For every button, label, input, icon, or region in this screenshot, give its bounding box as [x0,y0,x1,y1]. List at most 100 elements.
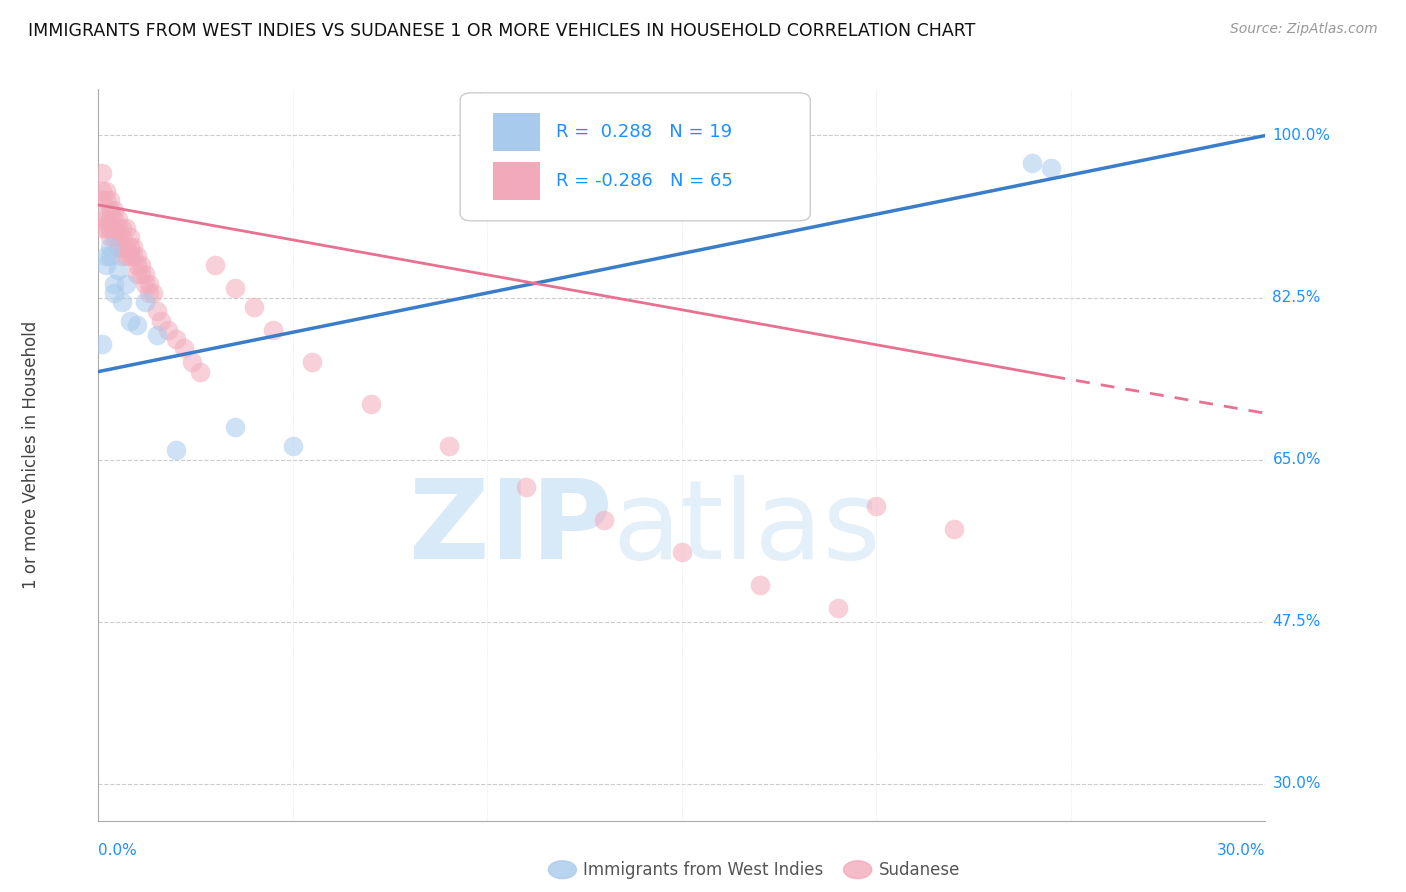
Point [96,221,118,235]
Point [134,277,156,291]
Point [180,355,202,369]
Text: 1 or more Vehicles in Household: 1 or more Vehicles in Household [22,321,39,589]
Point [827,600,849,615]
Point [98,239,121,253]
Point [127,258,149,272]
Point [111,221,134,235]
Point [129,258,152,272]
Text: 47.5%: 47.5% [1272,614,1320,629]
Point [98,230,121,244]
Point [1040,161,1063,175]
Point [111,249,134,263]
Point [748,577,770,591]
Point [118,230,141,244]
Point [103,230,125,244]
Point [96,249,118,263]
Point [262,323,284,337]
Point [301,355,323,369]
Point [138,285,160,300]
Point [281,439,304,453]
Point [98,221,121,235]
Point [118,249,141,263]
Point [127,249,149,263]
Point [360,397,382,411]
Point [134,295,156,310]
Text: R = -0.286   N = 65: R = -0.286 N = 65 [555,172,733,190]
Point [127,268,149,282]
Point [1021,156,1043,170]
Point [122,239,145,253]
Text: 30.0%: 30.0% [1218,843,1265,858]
Point [142,285,165,300]
Point [103,277,125,291]
Point [107,211,129,226]
Point [103,285,125,300]
Point [114,221,136,235]
FancyBboxPatch shape [494,113,540,152]
Point [146,304,169,318]
Text: 82.5%: 82.5% [1272,290,1320,305]
Point [91,221,114,235]
FancyBboxPatch shape [460,93,810,221]
Text: 100.0%: 100.0% [1272,128,1330,143]
Point [437,439,460,453]
Point [114,239,136,253]
Point [114,277,136,291]
Point [107,221,129,235]
Point [91,184,114,198]
Point [224,420,246,434]
Point [91,211,114,226]
Point [165,443,187,458]
Point [865,499,887,513]
Point [188,365,211,379]
Text: IMMIGRANTS FROM WEST INDIES VS SUDANESE 1 OR MORE VEHICLES IN HOUSEHOLD CORRELAT: IMMIGRANTS FROM WEST INDIES VS SUDANESE … [28,22,976,40]
Text: ZIP: ZIP [409,475,612,582]
Text: Sudanese: Sudanese [879,861,960,879]
Point [138,277,160,291]
Text: atlas: atlas [612,475,880,582]
Point [134,268,156,282]
Point [98,211,121,226]
Text: Immigrants from West Indies: Immigrants from West Indies [583,861,824,879]
Point [91,194,114,208]
Point [122,249,145,263]
Point [118,239,141,253]
Point [243,300,266,314]
Point [224,281,246,295]
Point [96,184,118,198]
Point [91,336,114,351]
FancyBboxPatch shape [494,162,540,201]
Point [114,249,136,263]
Point [111,230,134,244]
Point [149,313,172,327]
Point [943,522,966,536]
Point [165,332,187,346]
Point [98,202,121,217]
Point [593,513,616,527]
Point [96,258,118,272]
Point [111,295,134,310]
Point [96,194,118,208]
Point [103,221,125,235]
Point [671,545,693,559]
Point [107,239,129,253]
Point [96,211,118,226]
Text: 30.0%: 30.0% [1272,776,1320,791]
Text: Source: ZipAtlas.com: Source: ZipAtlas.com [1230,22,1378,37]
Text: 65.0%: 65.0% [1272,452,1320,467]
Point [129,268,152,282]
Point [107,230,129,244]
Point [157,323,180,337]
Point [103,211,125,226]
Point [118,313,141,327]
Point [204,258,226,272]
Text: 0.0%: 0.0% [98,843,138,858]
Text: R =  0.288   N = 19: R = 0.288 N = 19 [555,123,733,141]
Point [98,249,121,263]
Point [127,318,149,333]
Point [103,202,125,217]
Point [98,194,121,208]
Point [111,239,134,253]
Point [107,262,129,277]
Point [146,327,169,342]
